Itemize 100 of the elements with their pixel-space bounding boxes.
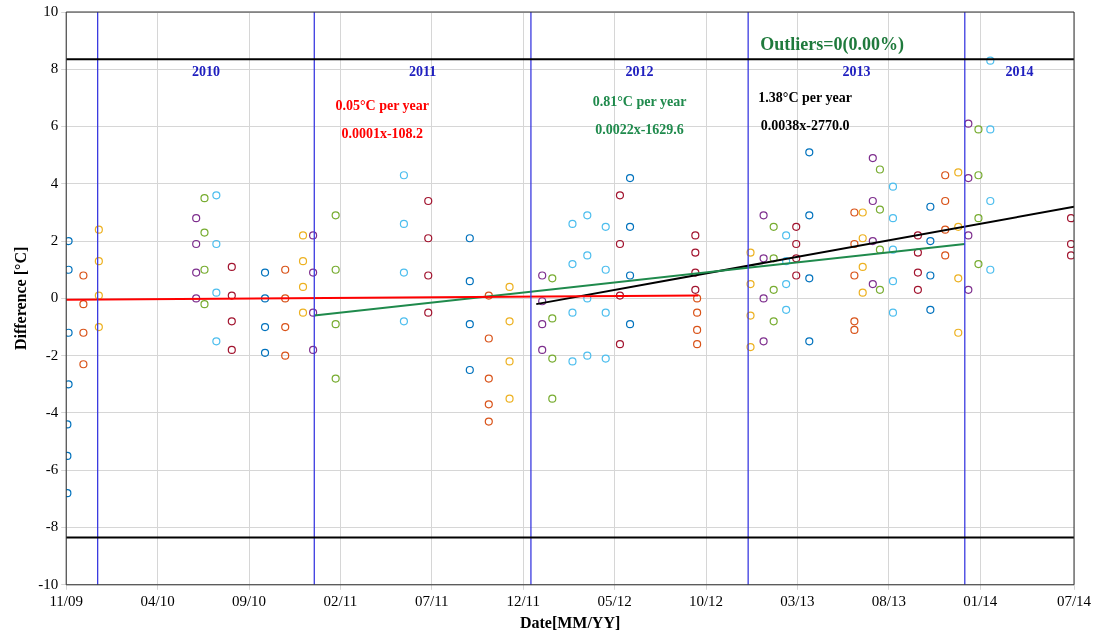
point [858, 288, 867, 297]
point [227, 345, 236, 355]
point [548, 354, 557, 363]
point [298, 257, 308, 266]
point [484, 374, 493, 383]
annotation: Outliers=0(0.00%) [760, 33, 904, 55]
point [746, 311, 755, 320]
y-tick-label: -2 [45, 346, 59, 363]
point [986, 125, 995, 134]
point [769, 254, 778, 263]
point [888, 277, 898, 286]
point [693, 325, 702, 334]
point [568, 259, 577, 269]
point [484, 417, 493, 426]
point [746, 248, 755, 257]
point [94, 291, 103, 300]
point [505, 357, 514, 366]
y-tick-label: -4 [45, 403, 59, 420]
point [782, 279, 791, 289]
y-tick-label: -6 [45, 461, 59, 478]
point [691, 248, 700, 257]
point [484, 400, 493, 409]
point [759, 254, 768, 263]
x-axis-title: Date[MM/YY] [519, 613, 621, 631]
ref-line-label: 2013 [842, 63, 871, 79]
y-axis-title: Difference [°C] [11, 246, 29, 351]
point [424, 271, 433, 280]
point [505, 394, 514, 403]
point [974, 125, 983, 134]
point [79, 271, 88, 280]
annotation: 0.0038x-2770.0 [760, 117, 850, 133]
point [548, 394, 557, 403]
ref-line-label: 2014 [1005, 63, 1034, 79]
point [281, 294, 290, 303]
y-tick-label: 6 [50, 117, 59, 134]
point [615, 291, 625, 300]
point [926, 237, 935, 246]
point [309, 231, 318, 240]
ref-line-label: 2010 [191, 63, 220, 79]
point [986, 265, 995, 274]
point [782, 305, 791, 314]
point [298, 231, 308, 240]
point [94, 225, 103, 234]
point [954, 168, 963, 177]
point [913, 248, 922, 257]
point [858, 234, 867, 243]
y-tick-label: -10 [38, 575, 59, 592]
point [759, 337, 768, 346]
point [227, 291, 236, 300]
point [868, 196, 877, 206]
text: 0.05°C per year [335, 97, 430, 113]
point [941, 225, 950, 234]
point [331, 320, 340, 329]
point [964, 231, 973, 240]
point [964, 174, 973, 183]
point [465, 320, 474, 329]
point [94, 257, 103, 266]
point [192, 268, 201, 277]
point [331, 211, 340, 220]
point [309, 268, 318, 277]
y-tick-label: 4 [50, 174, 59, 191]
x-tick-label: 09/10 [231, 592, 267, 609]
point [769, 285, 778, 294]
point [850, 317, 859, 326]
point [746, 279, 755, 289]
point [212, 288, 221, 297]
x-tick-label: 01/14 [963, 592, 998, 609]
point [693, 294, 702, 303]
point [625, 320, 635, 329]
point [212, 337, 221, 346]
point [583, 251, 592, 260]
point [200, 265, 209, 274]
point [913, 231, 922, 240]
point [691, 268, 700, 277]
point [399, 268, 409, 277]
point [424, 196, 433, 206]
point [850, 208, 859, 217]
point [792, 239, 801, 249]
point [759, 294, 768, 303]
point [782, 257, 791, 266]
x-tick-label: 07/14 [1056, 592, 1092, 609]
y-tick-label: -8 [45, 518, 59, 535]
point [888, 214, 898, 223]
point [79, 360, 88, 369]
point [625, 271, 635, 280]
point [805, 274, 814, 283]
point [505, 282, 514, 292]
point [227, 317, 236, 326]
point [805, 148, 814, 157]
point [399, 171, 409, 180]
point [260, 294, 270, 303]
point [875, 165, 885, 174]
point [926, 305, 935, 314]
point [875, 245, 885, 254]
point [941, 171, 950, 180]
point [691, 285, 700, 294]
point [759, 211, 768, 220]
point [625, 174, 635, 183]
x-tick-label: 07/11 [414, 592, 449, 609]
point [693, 340, 702, 349]
